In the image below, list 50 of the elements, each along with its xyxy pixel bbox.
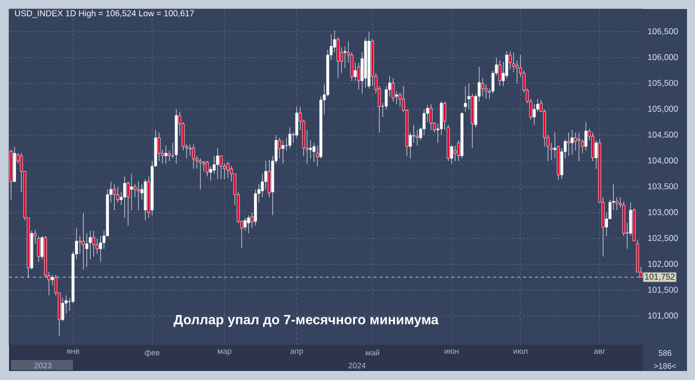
candlestick [198,158,202,190]
candlestick [202,160,206,172]
candlestick [92,230,96,257]
candlestick [392,78,395,102]
candlestick [164,145,168,164]
y-tick-label: 105,000 [648,106,678,113]
candlestick [130,174,133,210]
candlestick [570,130,574,156]
candlestick [357,62,360,90]
candlestick [430,104,432,130]
candlestick [226,162,230,178]
candlestick [481,78,484,97]
y-tick-label: 103,000 [648,209,678,216]
candlestick [82,212,85,270]
y-tick-label: 105,500 [648,80,678,87]
candlestick [188,144,192,156]
y-tick-label: 101,500 [648,286,678,294]
candlestick [312,142,316,162]
candlestick [78,236,82,254]
annotation: Доллар упал до 7-месячного минимума [174,314,439,328]
y-tick-label: 102,500 [648,235,678,242]
ref-line-label: 101,752 [645,274,675,281]
candlestick [464,86,467,112]
candlestick [578,132,580,162]
y-tick-label: 103,500 [648,183,678,190]
y-tick-label: 106,500 [648,28,678,36]
y-tick-label: 102,000 [648,260,678,268]
candlestick [309,140,312,159]
candlestick [136,181,140,210]
candlestick [615,196,618,210]
candlestick [454,145,457,162]
y-tick-label: 104,500 [648,132,678,139]
candlestick [350,52,354,82]
y-tick-label: 101,000 [648,312,678,320]
candlestick [412,124,416,144]
candlestick [498,60,502,86]
candlestick [112,184,116,210]
candlestick [247,215,250,234]
candlestick [584,122,588,151]
candlestick [206,160,209,177]
candlestick [282,140,284,164]
candlestick [288,127,292,148]
chart-title: USD_INDEX 1D High = 106,524 Low = 100,617 [15,10,194,18]
candlestick [284,137,288,151]
candlestick [567,132,570,156]
candlestick [216,148,220,180]
y-tick-label: 104,000 [648,157,678,164]
y-tick-label: 106,000 [648,54,678,62]
candlestick [192,144,195,169]
candlestick [123,176,126,218]
